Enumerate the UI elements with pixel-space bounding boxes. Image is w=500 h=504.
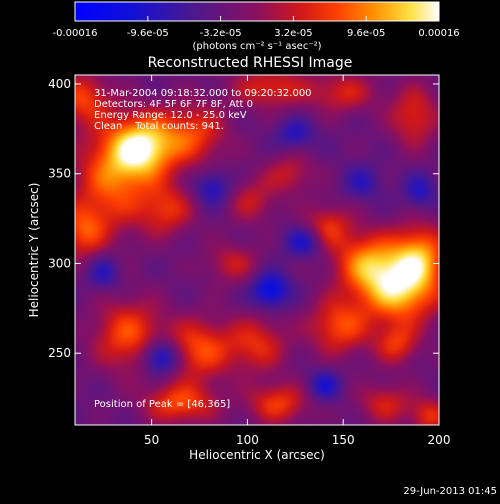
x-tick-label: 100 [236, 433, 259, 447]
info-method: Clean Total counts: 941. [94, 121, 224, 132]
colorbar-tick-label: -0.00016 [53, 28, 98, 39]
x-tick-label: 50 [144, 433, 159, 447]
peak-position-label: Position of Peak = [46,365] [94, 399, 230, 410]
colorbar-tick-label: 3.2e-05 [274, 28, 312, 39]
colorbar-tick-label: -9.6e-05 [127, 28, 169, 39]
colorbar-ticks: -0.00016 -9.6e-05 -3.2e-05 3.2e-05 9.6e-05 0.… [53, 16, 460, 39]
info-time: 31-Mar-2004 09:18:32.000 to 09:20:32.000 [94, 88, 312, 99]
colorbar-tick-label: -3.2e-05 [200, 28, 242, 39]
colorbar-tick-label: 9.6e-05 [347, 28, 385, 39]
colorbar [74, 1, 440, 22]
y-tick-label: 350 [48, 167, 71, 181]
axis-ticks: 50 100 150 200 250 300 350 400 [48, 75, 450, 447]
colorbar-units: (photons cm⁻² s⁻¹ asec⁻²) [192, 41, 321, 52]
chart-title: Reconstructed RHESSI Image [148, 55, 353, 71]
heatmap-canvas [75, 75, 439, 425]
y-axis-label: Heliocentric Y (arcsec) [27, 183, 41, 318]
info-detectors: Detectors: 4F 5F 6F 7F 8F, Att 0 [94, 99, 253, 110]
footer-date: 29-Jun-2013 01:45 [403, 486, 497, 497]
colorbar-tick-label: 0.00016 [418, 28, 459, 39]
plot-frame [74, 74, 440, 426]
y-tick-label: 250 [48, 346, 71, 360]
y-tick-label: 300 [48, 256, 71, 270]
image-area [75, 75, 439, 425]
x-tick-label: 200 [428, 433, 451, 447]
info-energy: Energy Range: 12.0 - 25.0 keV [94, 110, 247, 121]
info-block: 31-Mar-2004 09:18:32.000 to 09:20:32.000… [94, 88, 312, 132]
y-tick-label: 400 [48, 77, 71, 91]
x-axis-label: Heliocentric X (arcsec) [189, 448, 325, 462]
x-tick-label: 150 [332, 433, 355, 447]
